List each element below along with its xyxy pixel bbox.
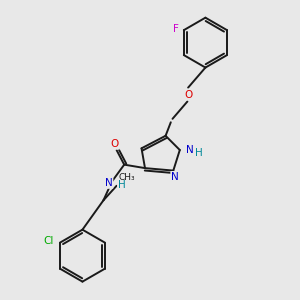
Text: Cl: Cl bbox=[44, 236, 54, 246]
Text: N: N bbox=[105, 178, 112, 188]
Text: O: O bbox=[111, 139, 119, 149]
Text: H: H bbox=[195, 148, 203, 158]
Text: F: F bbox=[173, 24, 179, 34]
Text: N: N bbox=[186, 145, 194, 155]
Text: O: O bbox=[184, 90, 192, 100]
Text: N: N bbox=[171, 172, 179, 182]
Text: CH₃: CH₃ bbox=[118, 173, 135, 182]
Text: H: H bbox=[118, 180, 126, 190]
